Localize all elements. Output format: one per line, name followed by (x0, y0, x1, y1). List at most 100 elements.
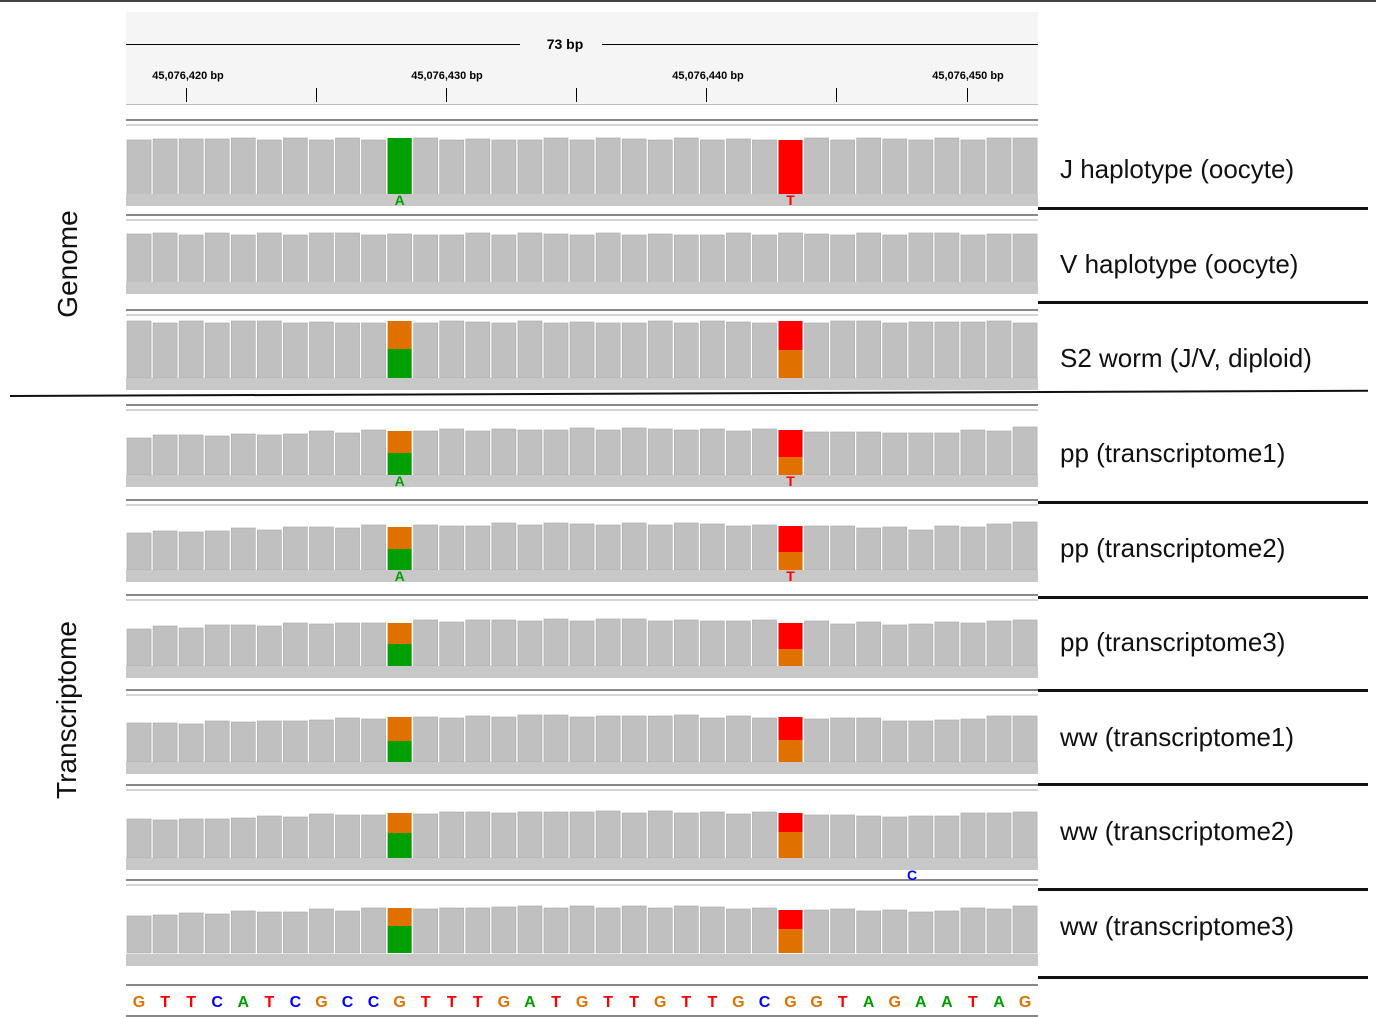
coverage-bar (439, 907, 465, 954)
read-base-label: A (395, 473, 405, 489)
coverage-bar-orange (778, 649, 803, 666)
coverage-bar (256, 320, 282, 379)
reference-base: G (888, 994, 901, 1011)
coverage-bar (126, 532, 152, 571)
coverage-bar (517, 232, 543, 291)
coverage-bar-red (778, 623, 803, 649)
track-separator (1038, 888, 1368, 891)
coverage-bar (491, 522, 517, 571)
coverage-bar (804, 525, 829, 571)
coverage-bar (543, 907, 569, 954)
reference-base: T (968, 994, 978, 1011)
reference-base: G (575, 994, 589, 1011)
tick-label: 45,076,430 bp (411, 70, 483, 82)
coverage-bar (726, 813, 751, 859)
tick-label: 45,076,420 bp (152, 70, 224, 82)
coverage-bar (439, 320, 465, 379)
coverage-bar (647, 907, 673, 954)
coverage-bar (856, 527, 882, 571)
coverage-bar (673, 714, 699, 763)
coverage-bar (361, 429, 386, 476)
coverage-bar (830, 814, 855, 859)
coverage-bar (986, 715, 1012, 763)
top-border (0, 0, 1376, 2)
coverage-bar (465, 907, 491, 954)
coverage-bar (934, 525, 960, 571)
coverage-bar (908, 815, 934, 859)
coverage-bar-orange (387, 813, 412, 833)
coverage-bar (439, 811, 465, 859)
reference-base: G (1018, 994, 1032, 1011)
coverage-bar (752, 428, 777, 476)
reference-base: G (393, 994, 406, 1011)
reference-base: C (341, 994, 354, 1011)
coverage-bar (752, 139, 777, 196)
ruler-background (126, 12, 1038, 104)
coverage-bar (621, 812, 647, 859)
coverage-bar (804, 137, 829, 196)
coverage-bar (413, 524, 439, 571)
coverage-bar (283, 322, 308, 379)
coverage-bar (1012, 233, 1038, 291)
coverage-bar (700, 811, 725, 859)
coverage-bar (569, 139, 595, 196)
coverage-bar (465, 232, 491, 291)
coverage-bar (647, 139, 673, 196)
coverage-bar-orange (387, 321, 412, 349)
coverage-bar (647, 715, 673, 763)
coverage-bar (204, 720, 230, 763)
coverage-bar (517, 524, 543, 571)
coverage-bar (256, 720, 282, 763)
read-mismatch-label: C (907, 867, 917, 883)
reference-base: T (681, 994, 692, 1011)
coverage-bar (986, 233, 1012, 291)
coverage-bar (152, 138, 178, 196)
coverage-bar (283, 234, 308, 291)
coverage-bar (204, 322, 230, 379)
coverage-bar (178, 434, 204, 476)
reference-base: T (160, 994, 170, 1011)
coverage-bar-green (387, 549, 412, 570)
coverage-bar (856, 717, 882, 763)
major-tick (706, 88, 707, 102)
track-label: pp (transcriptome3) (1060, 627, 1286, 657)
coverage-bar (700, 523, 725, 571)
coverage-bar (621, 905, 647, 954)
coverage-bar (204, 138, 230, 196)
track-separator (1038, 783, 1368, 786)
coverage-bar (621, 618, 647, 667)
coverage-bar (491, 906, 517, 954)
coverage-bar-red (778, 140, 803, 195)
reference-base: T (446, 994, 457, 1011)
track-separator (1038, 689, 1368, 692)
coverage-bar-orange (778, 350, 803, 378)
coverage-bar (595, 137, 621, 196)
reference-base: G (497, 994, 511, 1011)
read-base-label: A (395, 568, 405, 584)
coverage-bar (283, 720, 308, 763)
coverage-bar (1012, 521, 1038, 571)
coverage-bar (569, 427, 595, 476)
coverage-bar (387, 233, 412, 291)
coverage-bar (804, 718, 829, 763)
coverage-bar (152, 434, 178, 476)
coverage-bar (882, 432, 908, 476)
coverage-bar (152, 914, 178, 954)
coverage-bar (178, 320, 204, 379)
reference-base: A (237, 994, 250, 1011)
coverage-bar (335, 814, 360, 859)
coverage-bar (569, 321, 595, 379)
coverage-bar (647, 428, 673, 476)
coverage-bar (882, 526, 908, 571)
reference-base: T (629, 994, 640, 1011)
coverage-bar (439, 428, 465, 476)
coverage-bar (856, 137, 882, 196)
coverage-bar (647, 620, 673, 667)
read-bar (126, 378, 1038, 390)
coverage-bar (517, 714, 543, 763)
coverage-bar-green (387, 644, 412, 666)
coverage-bar (726, 525, 751, 571)
coverage-bar (517, 320, 543, 379)
coverage-bar (335, 137, 360, 196)
